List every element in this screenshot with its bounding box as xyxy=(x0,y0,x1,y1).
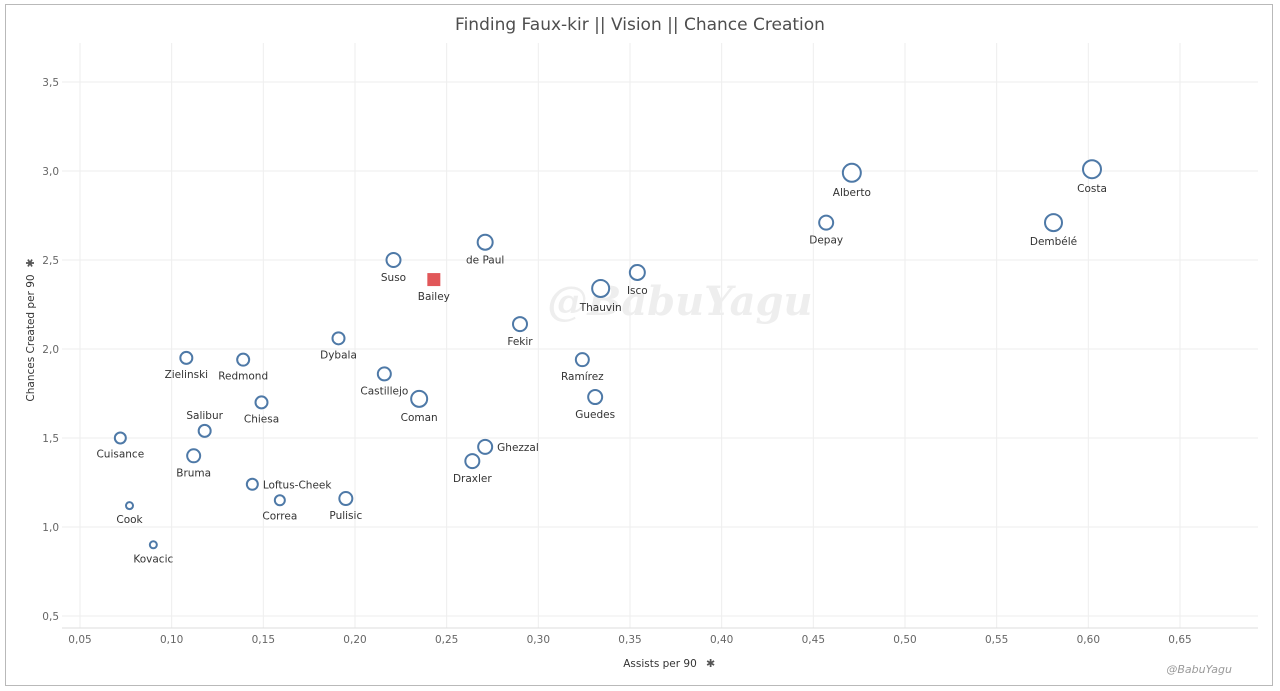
label-salibur: Salibur xyxy=(186,410,223,422)
point-guedes[interactable] xyxy=(587,389,604,406)
label-redmond: Redmond xyxy=(218,371,268,383)
point-chiesa[interactable] xyxy=(254,395,269,410)
point-dybala[interactable] xyxy=(331,331,346,346)
point-correa[interactable] xyxy=(273,494,286,507)
point-bailey[interactable] xyxy=(427,273,441,287)
point-zielinski[interactable] xyxy=(179,350,194,365)
point-de-paul[interactable] xyxy=(476,233,494,251)
label-dybala: Dybala xyxy=(320,349,357,361)
point-thauvin[interactable] xyxy=(591,278,611,298)
point-loftus-cheek[interactable] xyxy=(245,477,259,491)
label-kovacic: Kovacic xyxy=(133,553,173,565)
label-cuisance: Cuisance xyxy=(96,449,144,461)
label-de-paul: de Paul xyxy=(466,255,504,267)
label-dembele: Dembélé xyxy=(1030,236,1077,248)
y-axis-ticks: 0,5 1,0 1,5 2,0 2,5 3,0 3,5 xyxy=(42,77,59,623)
point-draxler[interactable] xyxy=(464,453,481,470)
label-correa: Correa xyxy=(262,510,297,522)
chart-title: Finding Faux-kir || Vision || Chance Cre… xyxy=(455,15,825,35)
x-tick-label: 0,45 xyxy=(802,634,825,646)
label-chiesa: Chiesa xyxy=(244,413,279,425)
x-tick-label: 0,10 xyxy=(160,634,183,646)
point-kovacic[interactable] xyxy=(148,540,158,550)
grid-lines xyxy=(62,43,1258,629)
y-tick-label: 1,5 xyxy=(42,433,59,445)
point-salibur[interactable] xyxy=(197,423,212,438)
label-draxler: Draxler xyxy=(453,473,492,485)
label-castillejo: Castillejo xyxy=(360,385,408,397)
point-suso[interactable] xyxy=(385,252,402,268)
x-axis-pin-icon[interactable]: ✱ xyxy=(706,657,715,670)
label-costa: Costa xyxy=(1077,183,1107,195)
x-axis-ticks: 0,05 0,10 0,15 0,20 0,25 0,30 0,35 0,40 0,45 0,50… xyxy=(68,634,1191,646)
x-tick-label: 0,65 xyxy=(1168,634,1191,646)
y-axis-title: Chances Created per 90 xyxy=(25,274,37,401)
point-redmond[interactable] xyxy=(236,352,251,367)
point-dembele[interactable] xyxy=(1044,213,1063,233)
y-axis-pin-icon[interactable]: ✱ xyxy=(24,258,37,267)
point-costa[interactable] xyxy=(1082,159,1102,180)
label-isco: Isco xyxy=(627,285,648,297)
point-cook[interactable] xyxy=(125,501,134,511)
y-tick-label: 1,0 xyxy=(42,522,59,534)
x-tick-label: 0,05 xyxy=(68,634,91,646)
chart-frame xyxy=(5,4,1273,686)
point-coman[interactable] xyxy=(410,389,429,408)
label-ghezzal: Ghezzal xyxy=(497,442,539,454)
point-labels: Costa Alberto Dembélé Depay de Paul Suso Baile… xyxy=(96,183,1106,565)
x-tick-label: 0,20 xyxy=(343,634,366,646)
label-coman: Coman xyxy=(401,412,438,424)
y-tick-label: 3,5 xyxy=(42,77,59,89)
x-tick-label: 0,15 xyxy=(252,634,275,646)
x-tick-label: 0,40 xyxy=(710,634,733,646)
point-alberto[interactable] xyxy=(841,162,862,183)
label-bruma: Bruma xyxy=(176,467,211,479)
x-tick-label: 0,50 xyxy=(893,634,916,646)
point-pulisic[interactable] xyxy=(338,491,354,507)
point-ramirez[interactable] xyxy=(574,352,590,368)
x-tick-label: 0,35 xyxy=(618,634,641,646)
point-depay[interactable] xyxy=(818,214,835,231)
x-tick-label: 0,25 xyxy=(435,634,458,646)
x-tick-label: 0,30 xyxy=(527,634,550,646)
label-zielinski: Zielinski xyxy=(165,369,209,381)
y-tick-label: 2,5 xyxy=(42,255,59,267)
point-castillejo[interactable] xyxy=(376,366,392,382)
point-ghezzal[interactable] xyxy=(477,438,494,455)
x-tick-label: 0,60 xyxy=(1077,634,1100,646)
label-loftus-cheek: Loftus-Cheek xyxy=(263,479,333,491)
y-tick-label: 0,5 xyxy=(42,611,59,623)
point-isco[interactable] xyxy=(628,263,646,281)
label-depay: Depay xyxy=(809,235,843,247)
point-fekir[interactable] xyxy=(512,316,528,333)
x-axis-title: Assists per 90 xyxy=(623,658,697,670)
label-guedes: Guedes xyxy=(575,409,615,421)
label-alberto: Alberto xyxy=(833,187,871,199)
point-bruma[interactable] xyxy=(186,448,202,464)
label-suso: Suso xyxy=(381,272,406,284)
label-cook: Cook xyxy=(116,514,143,526)
y-tick-label: 3,0 xyxy=(42,166,59,178)
label-bailey: Bailey xyxy=(418,291,450,303)
y-tick-label: 2,0 xyxy=(42,344,59,356)
data-points xyxy=(113,159,1102,550)
label-fekir: Fekir xyxy=(507,336,533,348)
label-ramirez: Ramírez xyxy=(561,371,604,383)
x-tick-label: 0,55 xyxy=(985,634,1008,646)
point-cuisance[interactable] xyxy=(113,431,127,445)
label-thauvin: Thauvin xyxy=(579,302,622,314)
credit-text: @BabuYagu xyxy=(1166,663,1232,676)
label-pulisic: Pulisic xyxy=(329,510,362,522)
